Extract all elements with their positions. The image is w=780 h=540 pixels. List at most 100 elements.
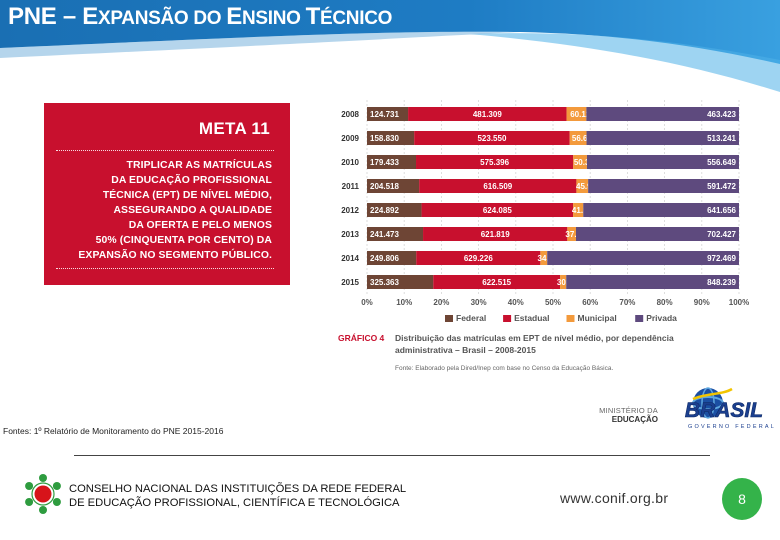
- meta-text-line: TRIPLICAR AS MATRÍCULAS: [126, 160, 272, 171]
- page-title: PNE – EXPANSÃO DO ENSINO TÉCNICO: [8, 3, 393, 30]
- meta-divider-top: [56, 150, 274, 151]
- website-url[interactable]: www.conif.org.br: [560, 490, 669, 506]
- x-tick-label: 80%: [657, 298, 673, 307]
- footer-divider: [74, 455, 710, 456]
- bar-data-label: 56.619: [572, 134, 597, 143]
- bar-data-label: 249.806: [370, 254, 399, 263]
- bar-segment-municipal: [567, 227, 576, 241]
- bar-segment-municipal: [560, 275, 567, 289]
- bar-segment-municipal: [573, 155, 587, 169]
- x-tick-label: 100%: [729, 298, 749, 307]
- bar-data-label: 60.121: [570, 110, 595, 119]
- meta-text-line: ASSEGURANDO A QUALIDADE: [113, 205, 272, 216]
- conif-logo-icon: [25, 474, 61, 514]
- meta-11-box: META 11 TRIPLICAR AS MATRÍCULAS DA EDUCA…: [44, 103, 290, 285]
- mec-logo: MINISTÉRIO DA EDUCAÇÃO: [596, 400, 658, 430]
- header-background: [0, 0, 780, 92]
- bar-data-label: 224.892: [370, 206, 399, 215]
- bar-segment-estadual: [416, 251, 541, 265]
- chart-caption-line2: administrativa – Brasil – 2008-2015: [395, 345, 536, 355]
- bar-segment-municipal: [576, 179, 589, 193]
- bar-data-label: 972.469: [707, 254, 736, 263]
- bar-data-label: 481.309: [473, 110, 502, 119]
- brasil-subtitle: GOVERNO FEDERAL: [688, 424, 776, 430]
- bar-data-label: 621.819: [481, 230, 510, 239]
- bar-data-label: 616.509: [483, 182, 512, 191]
- bar-data-label: 622.515: [482, 278, 511, 287]
- meta-text-line: 50% (CINQUENTA POR CENTO) DA: [95, 235, 272, 246]
- bar-data-label: 124.731: [370, 110, 399, 119]
- y-category-label: 2014: [341, 254, 359, 263]
- y-category-label: 2012: [341, 206, 359, 215]
- mec-logo-line1: MINISTÉRIO DA: [599, 406, 658, 415]
- bar-segment-estadual: [408, 107, 567, 121]
- legend-swatch-municipal: [566, 315, 575, 322]
- x-tick-label: 40%: [508, 298, 524, 307]
- bar-data-label: 463.423: [707, 110, 736, 119]
- mec-logo-line2: EDUCAÇÃO: [611, 415, 658, 424]
- x-tick-label: 0%: [361, 298, 373, 307]
- bar-segment-privada: [586, 131, 739, 145]
- bar-data-label: 241.473: [370, 230, 399, 239]
- bar-data-label: 641.656: [707, 206, 736, 215]
- bar-segment-estadual: [416, 155, 574, 169]
- x-tick-label: 30%: [471, 298, 487, 307]
- legend-swatch-privada: [635, 315, 644, 322]
- bar-segment-privada: [575, 227, 739, 241]
- page-number-badge: 8: [722, 478, 762, 520]
- bar-segment-federal: [367, 155, 417, 169]
- stacked-bar-chart: 0% 10% 20% 30% 40% 50% 60% 70% 80% 90% 100% 2008 124…: [338, 100, 749, 372]
- bar-segment-municipal: [540, 251, 548, 265]
- meta-divider-bottom: [56, 268, 274, 269]
- chart-caption-line1: Distribuição das matrículas em EPT de ní…: [395, 333, 674, 343]
- bar-data-label: 702.427: [707, 230, 736, 239]
- bar-data-label: 204.518: [370, 182, 399, 191]
- bar-segment-federal: [367, 275, 434, 289]
- meta-title: META 11: [198, 119, 270, 138]
- legend-swatch-federal: [445, 315, 453, 322]
- legend-swatch-estadual: [503, 315, 512, 322]
- bar-data-label: 513.241: [707, 134, 736, 143]
- bar-segment-privada: [586, 107, 739, 121]
- y-category-label: 2013: [341, 230, 359, 239]
- bar-data-label: 624.085: [483, 206, 512, 215]
- y-category-label: 2011: [342, 182, 360, 191]
- conif-name-line1: CONSELHO NACIONAL DAS INSTITUIÇÕES DA RE…: [69, 483, 407, 495]
- bar-data-label: 50.349: [574, 158, 599, 167]
- header-banner: PNE – EXPANSÃO DO ENSINO TÉCNICO: [0, 0, 780, 92]
- bar-segment-privada: [583, 203, 739, 217]
- legend-label-estadual: Estadual: [514, 313, 549, 323]
- meta-text: TRIPLICAR AS MATRÍCULAS DA EDUCAÇÃO PROF…: [52, 158, 272, 263]
- meta-text-line: DA EDUCAÇÃO PROFISSIONAL: [111, 175, 272, 186]
- bar-segment-municipal: [569, 131, 587, 145]
- bar-data-label: 179.433: [370, 158, 399, 167]
- x-tick-label: 70%: [619, 298, 635, 307]
- bar-segment-federal: [367, 227, 424, 241]
- bar-data-label: 591.472: [707, 182, 736, 191]
- bar-segment-estadual: [419, 179, 577, 193]
- bar-segment-federal: [367, 179, 420, 193]
- bar-segment-federal: [367, 203, 422, 217]
- bar-segment-estadual: [421, 203, 574, 217]
- x-tick-label: 90%: [694, 298, 710, 307]
- brasil-wordmark: BRASIL: [685, 399, 763, 422]
- x-tick-label: 60%: [582, 298, 598, 307]
- bar-segment-federal: [367, 107, 409, 121]
- bar-segment-privada: [566, 275, 739, 289]
- meta-text-line: EXPANSÃO NO SEGMENTO PÚBLICO.: [78, 250, 272, 261]
- bar-segment-privada: [586, 155, 739, 169]
- bar-data-label: 523.550: [477, 134, 506, 143]
- conif-name-line2: DE EDUCAÇÃO PROFISSIONAL, CIENTÍFICA E T…: [69, 497, 400, 509]
- bar-data-label: 629.226: [464, 254, 493, 263]
- bar-segment-estadual: [423, 227, 568, 241]
- bar-segment-municipal: [573, 203, 584, 217]
- brasil-governo-federal-logo: BRASIL GOVERNO FEDERAL: [685, 387, 776, 430]
- bar-segment-municipal: [566, 107, 587, 121]
- legend-label-federal: Federal: [456, 313, 486, 323]
- legend-label-privada: Privada: [646, 313, 677, 323]
- bar-segment-federal: [367, 251, 417, 265]
- bar-segment-federal: [367, 131, 415, 145]
- meta-text-line: DA OFERTA E PELO MENOS: [128, 220, 272, 231]
- bar-segment-estadual: [414, 131, 570, 145]
- y-category-label: 2015: [341, 278, 359, 287]
